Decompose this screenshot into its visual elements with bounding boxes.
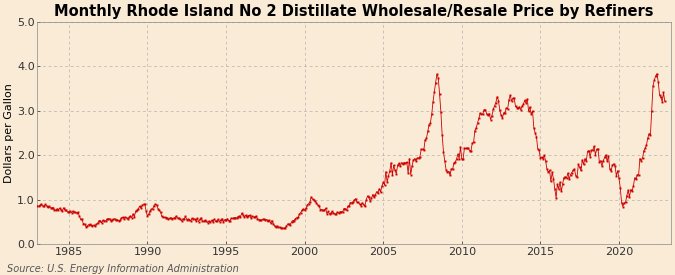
Title: Monthly Rhode Island No 2 Distillate Wholesale/Resale Price by Refiners: Monthly Rhode Island No 2 Distillate Who…	[55, 4, 654, 19]
Y-axis label: Dollars per Gallon: Dollars per Gallon	[4, 83, 14, 183]
Text: Source: U.S. Energy Information Administration: Source: U.S. Energy Information Administ…	[7, 264, 238, 274]
